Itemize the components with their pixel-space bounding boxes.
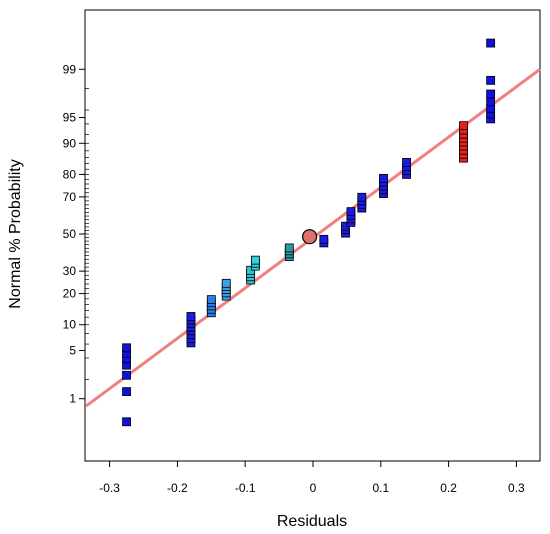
residual-point [122, 417, 131, 427]
y-axis-ticks: 1 5 10 20 30 50 70 80 90 95 99 [63, 62, 85, 406]
y-tick-label: 5 [69, 343, 76, 357]
residual-point [122, 370, 131, 380]
residual-point [379, 173, 388, 183]
y-tick-label: 70 [63, 190, 77, 204]
x-axis-title: Residuals [277, 513, 347, 530]
residual-point [206, 295, 216, 305]
x-tick-label: 0.3 [508, 481, 525, 495]
residual-point [459, 121, 468, 131]
residual-point [402, 158, 411, 167]
y-tick-label: 90 [63, 136, 77, 150]
y-tick-label: 95 [63, 111, 77, 125]
y-tick-label: 1 [69, 392, 76, 406]
center-marker-group [302, 229, 318, 245]
x-axis-ticks: -0.3 -0.2 -0.1 0 0.1 0.2 0.3 [99, 461, 525, 495]
residual-point [284, 243, 294, 253]
x-tick-label: -0.3 [99, 481, 120, 495]
residual-point [122, 387, 131, 397]
y-tick-label: 30 [63, 264, 77, 278]
residual-point [346, 207, 356, 217]
residual-point [319, 234, 329, 244]
y-tick-label: 99 [63, 62, 77, 76]
center-marker [302, 229, 318, 245]
y-tick-label: 20 [63, 287, 77, 301]
y-minor-ticks [85, 88, 89, 380]
residual-point [250, 255, 260, 265]
y-tick-label: 10 [63, 318, 77, 332]
y-tick-label: 80 [63, 167, 77, 181]
x-tick-label: 0.1 [372, 481, 389, 495]
x-tick-label: -0.1 [235, 481, 256, 495]
x-tick-label: -0.2 [167, 481, 188, 495]
x-tick-label: 0.2 [440, 481, 457, 495]
y-axis-title: Normal % Probability [7, 159, 24, 308]
residual-points [122, 38, 496, 427]
residual-point [357, 192, 367, 202]
residual-point [486, 97, 496, 107]
residual-point [486, 38, 496, 48]
y-tick-label: 50 [63, 227, 77, 241]
residual-point [122, 343, 131, 353]
residual-point [221, 278, 231, 288]
residual-point [486, 89, 496, 99]
residual-point [186, 312, 196, 321]
residual-point [486, 75, 496, 85]
x-tick-label: 0 [310, 481, 317, 495]
